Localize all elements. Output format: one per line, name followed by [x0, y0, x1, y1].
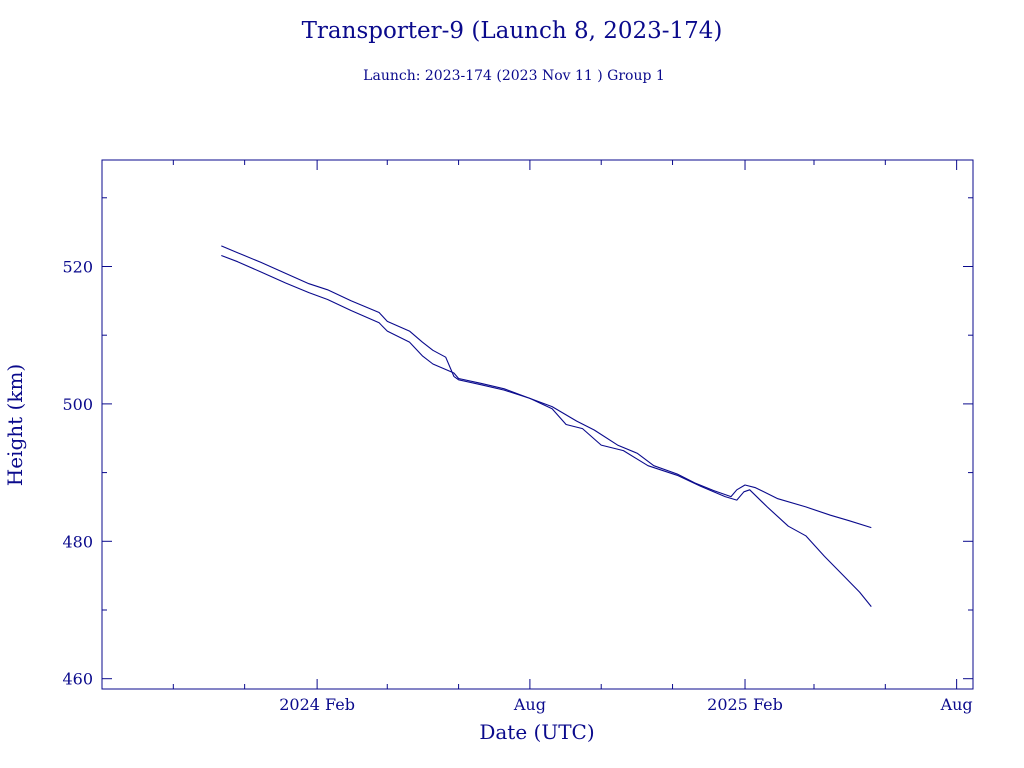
series-line-2 [221, 254, 872, 607]
x-tick-label: Aug [940, 695, 973, 714]
y-tick-label: 500 [62, 395, 93, 414]
series-line-1 [221, 245, 872, 529]
chart-title: Transporter-9 (Launch 8, 2023-174) [302, 18, 723, 44]
series-lines [221, 245, 872, 607]
chart-subtitle: Launch: 2023-174 (2023 Nov 11 ) Group 1 [363, 68, 665, 84]
plot-frame [101, 159, 974, 690]
x-tick-label: 2025 Feb [707, 695, 783, 714]
y-tick-label: 520 [62, 257, 93, 276]
x-tick-label: Aug [513, 695, 546, 714]
axis-ticks [102, 160, 973, 689]
x-tick-label: 2024 Feb [279, 695, 355, 714]
y-tick-label: 460 [62, 670, 93, 689]
x-axis-tick-labels: 2024 Feb Aug 2025 Feb Aug [279, 695, 972, 714]
y-axis-label: Height (km) [3, 364, 27, 486]
y-axis-tick-labels: 460 480 500 520 [62, 257, 93, 688]
x-axis-label: Date (UTC) [479, 720, 594, 744]
y-tick-label: 480 [62, 532, 93, 551]
